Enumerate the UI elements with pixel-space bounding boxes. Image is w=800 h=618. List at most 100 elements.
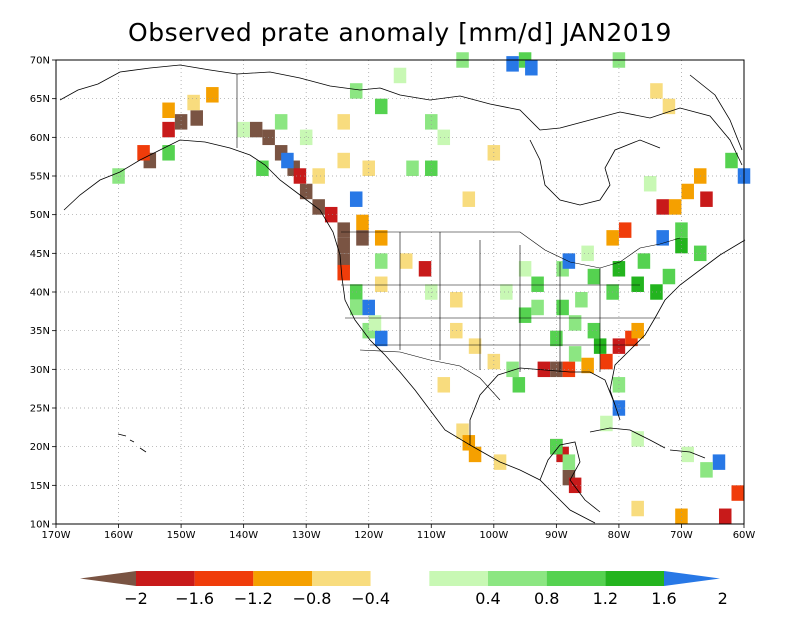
colorbar-label: 1.2 — [593, 589, 618, 608]
anomaly-cell — [312, 168, 325, 184]
anomaly-cell — [556, 299, 569, 316]
colorbar-swatch — [253, 571, 312, 586]
colorbar-label: −1.6 — [175, 589, 214, 608]
anomaly-cell — [618, 222, 632, 238]
tick-label-lat: 50N — [30, 210, 50, 221]
anomaly-cell — [675, 222, 688, 238]
anomaly-cell — [712, 454, 726, 470]
anomaly-cell — [468, 338, 482, 354]
anomaly-cell — [512, 377, 526, 393]
tick-label-lon: 110W — [417, 530, 446, 541]
tick-label-lon: 160W — [104, 530, 133, 541]
anomaly-cell — [587, 268, 601, 285]
colorbar-swatch — [605, 571, 664, 586]
map-frame — [55, 59, 745, 525]
anomaly-cell — [662, 268, 676, 285]
anomaly-cell — [337, 152, 350, 169]
anomaly-cell — [450, 292, 463, 308]
anomaly-cell — [374, 230, 388, 246]
anomaly-cell — [237, 121, 250, 138]
border-us-mexico — [359, 349, 501, 401]
tick-label-lon: 70W — [670, 530, 693, 541]
colorbar-label: −2 — [124, 589, 148, 608]
anomaly-cell — [162, 121, 175, 138]
anomaly-cell — [606, 230, 619, 246]
coastlines — [59, 64, 746, 524]
border-states-1 — [399, 232, 601, 372]
anomaly-cell — [568, 346, 582, 362]
anomaly-cell — [374, 253, 388, 269]
anomaly-cell — [725, 152, 738, 169]
anomaly-cell — [631, 500, 644, 517]
anomaly-cell — [374, 330, 388, 347]
anomaly-cell — [581, 357, 594, 374]
anomaly-cell — [393, 67, 407, 84]
anomaly-cell — [531, 276, 544, 292]
anomaly-cell — [349, 83, 363, 99]
political-borders — [236, 74, 681, 401]
coastline-hudson-bay — [529, 139, 661, 206]
colorbar-swatch — [136, 571, 195, 586]
colorbar-label: 0.4 — [475, 589, 500, 608]
anomaly-cell — [550, 330, 563, 347]
anomaly-cell — [187, 94, 200, 111]
anomaly-cell — [506, 56, 519, 72]
anomaly-cell — [700, 191, 713, 207]
colorbar-low-arrow — [80, 571, 136, 586]
anomaly-cell — [656, 230, 669, 246]
anomaly-cell — [668, 199, 682, 215]
colorbar-swatch — [370, 571, 430, 586]
anomaly-cell — [174, 114, 188, 130]
colorbar-label: −1.2 — [234, 589, 273, 608]
anomaly-cell — [299, 183, 313, 200]
tick-label-lat: 65N — [30, 94, 50, 105]
anomaly-cell — [531, 299, 544, 316]
tick-label-lon: 170W — [42, 530, 71, 541]
anomaly-cell — [487, 353, 501, 370]
anomaly-cell — [356, 230, 369, 246]
tick-label-lon: 60W — [733, 530, 756, 541]
coastline-hispaniola — [669, 449, 706, 459]
anomaly-cell — [468, 446, 482, 463]
anomaly-cell — [631, 322, 644, 339]
anomaly-cell — [518, 261, 532, 277]
anomaly-cell — [525, 60, 538, 76]
tick-label-lat: 35N — [30, 326, 50, 337]
anomaly-cell — [256, 160, 269, 176]
colorbar-label: 0.8 — [534, 589, 559, 608]
anomaly-cell — [337, 114, 350, 130]
anomaly-cell — [349, 191, 363, 207]
anomaly-cell — [656, 199, 669, 215]
colorbar-swatch — [488, 571, 547, 586]
tick-label-lon: 90W — [545, 530, 568, 541]
colorbar-label: 2 — [718, 589, 728, 608]
anomaly-cell — [437, 377, 451, 393]
anomaly-cell — [312, 199, 325, 215]
border-us-canada — [341, 231, 681, 269]
anomaly-cell — [600, 353, 613, 370]
anomaly-cell — [568, 315, 582, 331]
anomaly-cell — [190, 110, 203, 126]
anomaly-cell — [362, 299, 375, 316]
anomaly-cell — [581, 245, 594, 262]
coastline-alaska-south — [63, 139, 596, 524]
anomaly-cell — [537, 361, 551, 378]
anomaly-cell — [337, 264, 350, 281]
anomaly-cell — [575, 292, 588, 308]
tick-label-lat: 25N — [30, 404, 50, 415]
colorbar-label: −0.4 — [351, 589, 390, 608]
colorbar-swatch — [429, 571, 488, 586]
anomaly-cell — [374, 276, 388, 292]
anomaly-cell — [518, 307, 532, 323]
tick-label-lon: 120W — [354, 530, 383, 541]
coastline-yucatan — [539, 441, 601, 513]
colorbar-label: 1.6 — [651, 589, 676, 608]
anomaly-cell — [731, 485, 744, 501]
anomaly-cell — [681, 183, 694, 200]
tick-label-lat: 55N — [30, 172, 50, 183]
anomaly-cell — [293, 168, 307, 184]
anomaly-cell — [631, 276, 644, 292]
anomaly-cell — [249, 121, 263, 138]
anomaly-cell — [462, 191, 476, 207]
